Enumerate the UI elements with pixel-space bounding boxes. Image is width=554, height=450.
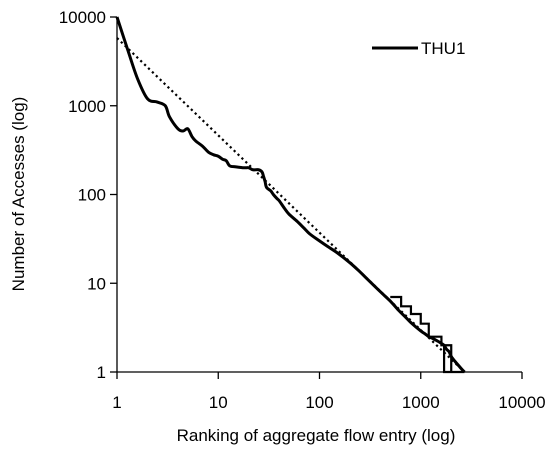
series-thu1-line <box>115 16 466 374</box>
y-axis: 1 10 100 1000 10000 <box>59 8 118 382</box>
x-ticks: 1 10 100 1000 10000 <box>112 372 546 412</box>
y-tick-label: 1 <box>97 363 106 382</box>
x-axis: 1 10 100 1000 10000 <box>112 371 546 412</box>
x-axis-label: Ranking of aggregate flow entry (log) <box>177 426 456 445</box>
y-ticks: 1 10 100 1000 10000 <box>59 8 117 382</box>
y-tick-label: 10000 <box>59 8 106 27</box>
y-tick-label: 10 <box>87 274 106 293</box>
x-tick-label: 1 <box>112 393 121 412</box>
y-axis-label: Number of Accesses (log) <box>9 97 28 292</box>
x-tick-label: 100 <box>305 393 333 412</box>
x-tick-label: 10000 <box>498 393 545 412</box>
y-tick-label: 100 <box>78 186 106 205</box>
x-tick-label: 10 <box>209 393 228 412</box>
y-tick-label: 1000 <box>68 97 106 116</box>
legend-label-thu1: THU1 <box>421 39 465 58</box>
series-thu1-steps <box>390 295 465 374</box>
series-layer <box>115 16 466 374</box>
x-tick-label: 1000 <box>402 393 440 412</box>
legend: THU1 <box>372 39 465 58</box>
